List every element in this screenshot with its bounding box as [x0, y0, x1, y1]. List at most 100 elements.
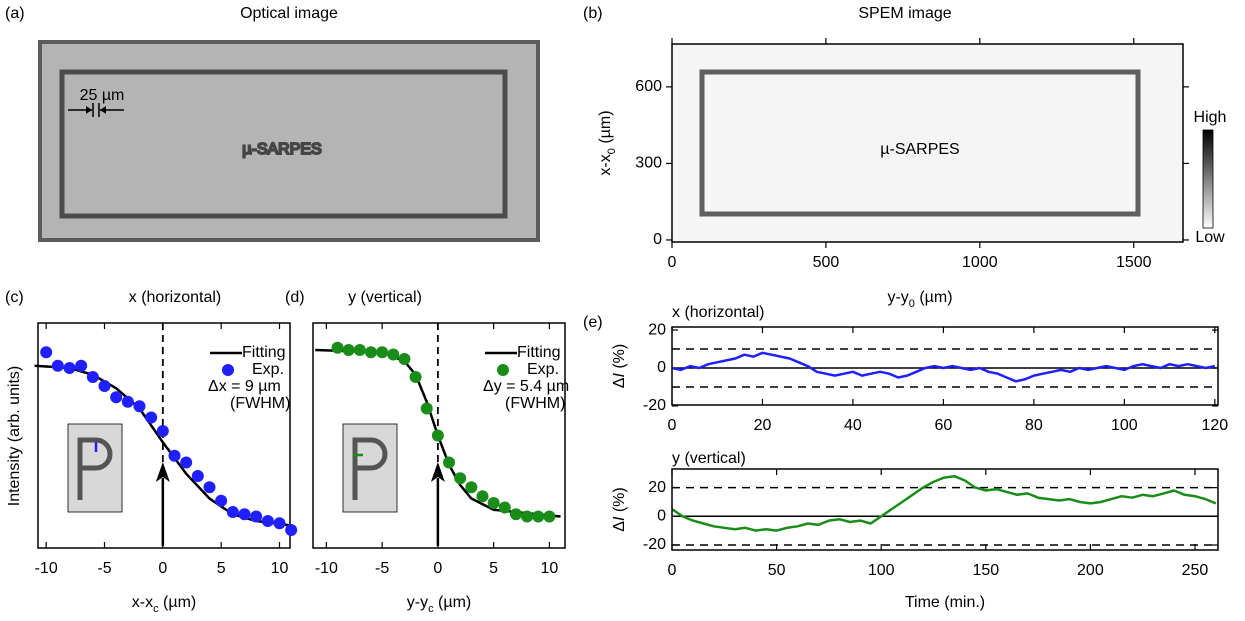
y-tick-label: 20	[648, 479, 666, 496]
label-part: c	[153, 603, 159, 615]
label-part: y-y	[887, 289, 908, 306]
x-tick-label: 0	[668, 254, 677, 271]
label-part: x-x	[597, 154, 614, 175]
label-part: I	[611, 373, 628, 378]
data-point	[133, 400, 146, 413]
y-tick-label: 20	[648, 321, 666, 338]
y-tick-label: -20	[643, 536, 666, 553]
plot-frame	[671, 43, 1184, 243]
plot-frame	[671, 468, 1219, 551]
label-part: I	[611, 516, 628, 521]
data-point	[98, 380, 111, 392]
legend-marker	[497, 364, 509, 376]
panel-label: (b)	[583, 5, 603, 22]
panel-title: x (horizontal)	[129, 289, 221, 306]
x-tick-label: 5	[217, 560, 226, 577]
data-point	[420, 402, 433, 415]
data-point	[431, 429, 444, 442]
etched-text: µ-SARPES	[242, 141, 321, 158]
y-tick-label: 0	[657, 508, 666, 525]
data-point	[454, 472, 467, 485]
data-point	[180, 456, 193, 469]
data-point	[498, 501, 511, 514]
spem-frame	[699, 69, 1141, 217]
data-point	[285, 524, 298, 536]
x-tick-label: 0	[158, 560, 167, 577]
x-tick-label: 20	[754, 417, 772, 434]
center-arrowhead	[430, 462, 445, 482]
x-tick-label: 1500	[1116, 254, 1152, 271]
panel-title: Optical image	[240, 5, 338, 22]
legend-marker	[222, 364, 234, 376]
data-point	[465, 481, 478, 494]
data-point	[215, 494, 228, 507]
panel-title: y (vertical)	[672, 450, 746, 467]
annotation: (FWHM)	[230, 395, 290, 412]
data-point	[261, 515, 274, 527]
label-part: 0	[909, 298, 915, 310]
label-part: (%)	[611, 487, 628, 516]
panel-label: (d)	[285, 289, 305, 306]
data-point	[409, 371, 422, 383]
data-point	[521, 510, 534, 523]
annotation: Δx = 9 µm	[208, 378, 281, 395]
x-tick-label: 100	[868, 562, 895, 579]
data-point	[376, 346, 389, 359]
label-part: x-x	[132, 594, 153, 611]
data-point	[543, 510, 556, 523]
x-tick-label: 500	[813, 254, 840, 271]
x-tick-label: 10	[540, 560, 558, 577]
x-tick-label: 0	[668, 417, 677, 434]
scale-arrowheads	[86, 106, 106, 114]
annotation: Δy = 5.4 µm	[483, 378, 569, 395]
legend-label: Fitting	[242, 344, 286, 361]
data-point	[51, 359, 64, 372]
y-axis-label: Intensity (arb. units)	[6, 366, 23, 507]
data-point	[110, 391, 123, 404]
label-part: (µm)	[159, 594, 197, 611]
data-point	[86, 371, 99, 383]
data-point	[40, 346, 53, 359]
data-point	[250, 510, 263, 523]
y-tick-label: 0	[653, 231, 662, 248]
center-arrowhead	[155, 462, 170, 482]
y-axis-label: x-x0 (µm)	[597, 110, 618, 175]
etched-frame	[59, 69, 508, 219]
y-tick-label: -20	[643, 397, 666, 414]
x-tick-label: -10	[315, 560, 338, 577]
data-point	[191, 470, 204, 482]
data-point	[63, 362, 76, 374]
inset-letter	[77, 437, 113, 500]
optical-surface	[42, 44, 536, 238]
data-line	[671, 474, 1217, 532]
x-tick-label: 150	[972, 562, 999, 579]
y-axis-label: ΔI (%)	[611, 344, 628, 388]
label-part: (µm)	[597, 110, 614, 148]
x-tick-label: 200	[1077, 562, 1104, 579]
spem-image	[672, 44, 1183, 242]
label-part: (µm)	[915, 289, 953, 306]
annotation: (FWHM)	[505, 395, 565, 412]
data-point	[168, 449, 181, 462]
data-point	[353, 344, 366, 356]
y-tick-label: 300	[635, 155, 662, 172]
x-tick-label: 80	[1025, 417, 1043, 434]
data-point	[364, 346, 377, 359]
data-point	[75, 359, 88, 372]
colorbar-label: High	[1194, 109, 1227, 126]
legend-label: Fitting	[517, 344, 561, 361]
data-point	[509, 508, 522, 521]
legend-label: Exp.	[252, 361, 284, 378]
y-axis-label: ΔI (%)	[611, 487, 628, 531]
data-point	[331, 341, 344, 354]
data-point	[487, 497, 500, 509]
y-tick-label: 0	[657, 359, 666, 376]
spem-text: µ-SARPES	[880, 141, 959, 158]
x-tick-label: 0	[668, 562, 677, 579]
x-tick-label: 250	[1182, 562, 1209, 579]
plot-frame	[37, 322, 291, 549]
data-point	[398, 353, 411, 365]
data-point	[121, 395, 134, 408]
data-point	[476, 490, 489, 503]
data-point	[226, 506, 239, 518]
